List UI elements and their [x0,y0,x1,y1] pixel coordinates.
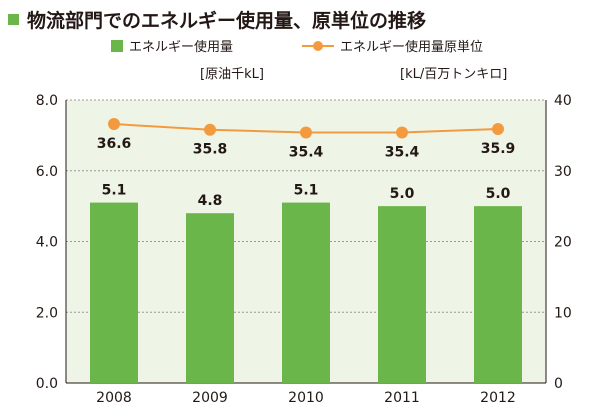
right-axis-tick-label: 10 [554,305,572,321]
right-axis-tick-label: 0 [554,376,563,392]
line-point [396,126,408,139]
legend-bar-label: エネルギー使用量 [129,39,233,55]
legend-line-label: エネルギー使用量原単位 [340,39,483,55]
left-axis-tick-label: 6.0 [36,164,58,180]
bar-value-label: 5.0 [390,186,415,202]
right-axis-tick-label: 30 [554,164,572,180]
left-axis-tick-label: 4.0 [36,235,58,251]
line-value-label: 36.6 [97,136,132,152]
line-value-label: 35.4 [289,145,324,161]
plot-area: 0.0 2.0 4.0 6.0 8.0 0 10 20 30 40 5.1 4.8 5.1 5.0 5.0 2… [36,93,572,406]
left-axis-tick-label: 2.0 [36,305,58,321]
bar-value-label: 5.0 [486,186,511,202]
line-value-label: 35.9 [481,141,516,157]
right-axis-tick-label: 40 [554,93,572,109]
right-axis-tick-label: 20 [554,235,572,251]
x-axis-tick-label: 2011 [384,390,420,406]
legend: エネルギー使用量 [原油千kL] エネルギー使用量原単位 [kL/百万トンキロ] [111,39,507,82]
bar [282,202,330,383]
line-value-label: 35.8 [193,142,228,158]
legend-line-marker [313,41,323,51]
chart-title: 物流部門でのエネルギー使用量、原単位の推移 [27,9,427,32]
bar [90,202,138,383]
left-axis-unit: [原油千kL] [200,67,264,82]
x-axis-tick-label: 2009 [192,390,228,406]
right-axis-unit: [kL/百万トンキロ] [400,67,507,82]
x-axis-tick-label: 2008 [96,390,132,406]
bar-value-label: 5.1 [294,183,319,199]
line-value-label: 35.4 [385,145,420,161]
bar [474,206,522,383]
line-point [492,123,504,136]
left-axis-tick-label: 8.0 [36,93,58,109]
title-marker-square [8,13,19,25]
bar [378,206,426,383]
left-axis-tick-label: 0.0 [36,376,58,392]
x-axis-tick-label: 2012 [480,390,516,406]
line-point [108,118,120,131]
bar-value-label: 4.8 [198,193,223,209]
chart-title-row: 物流部門でのエネルギー使用量、原単位の推移 [8,6,426,32]
bar [186,213,234,383]
x-axis-tick-label: 2010 [288,390,324,406]
line-point [204,123,216,136]
line-point [300,126,312,139]
bar-value-label: 5.1 [102,183,127,199]
legend-bar-swatch [111,40,123,52]
